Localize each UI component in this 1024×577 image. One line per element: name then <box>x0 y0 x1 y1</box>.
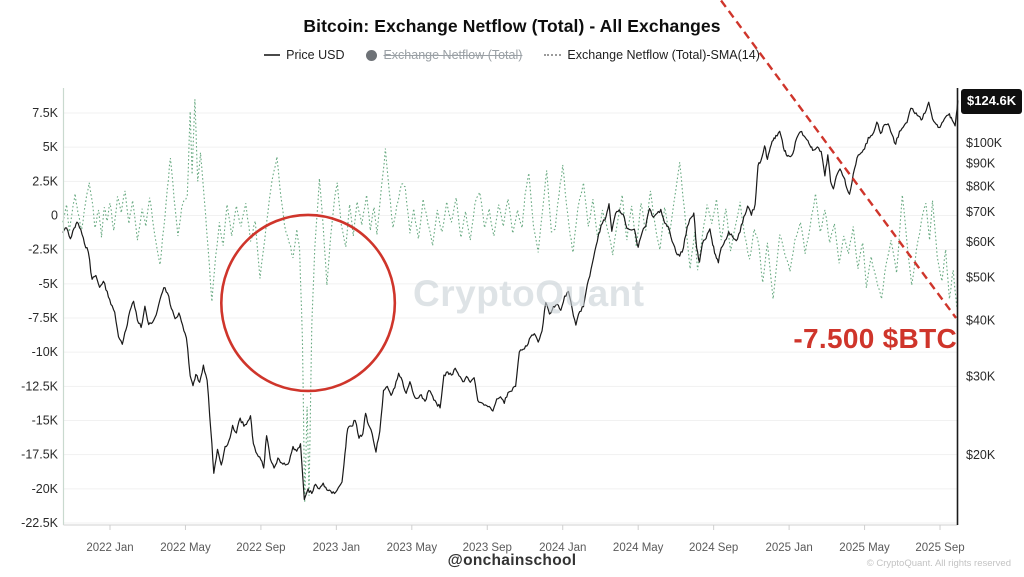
x-axis-tick-label: 2023 Sep <box>463 542 512 554</box>
footer-handle: @onchainschool <box>447 552 577 569</box>
x-axis-tick-label: 2022 May <box>160 542 211 554</box>
right-axis-tick-label: $100K <box>966 136 1003 150</box>
x-axis-tick-label: 2025 Sep <box>915 542 964 554</box>
left-axis-tick-label: 0 <box>51 208 58 222</box>
left-axis-tick-label: -10K <box>32 345 59 359</box>
x-axis-tick-label: 2024 May <box>613 542 664 554</box>
legend-item-sma[interactable]: Exchange Netflow (Total)-SMA(14) <box>544 48 760 62</box>
right-axis-tick-label: $50K <box>966 270 996 284</box>
right-axis-tick-label: $60K <box>966 235 996 249</box>
legend-label-netflow: Exchange Netflow (Total) <box>383 48 523 62</box>
x-axis-tick-label: 2022 Sep <box>236 542 285 554</box>
threshold-annotation-label: -7.500 $BTC <box>793 323 957 354</box>
price-line-swatch-icon <box>264 54 281 56</box>
netflow-sma-line <box>62 99 958 503</box>
x-axis-tick-label: 2022 Jan <box>86 542 133 554</box>
right-axis-tick-label: $30K <box>966 369 996 383</box>
legend-label-price: Price USD <box>286 48 345 62</box>
left-axis-tick-label: -12.5K <box>21 379 58 393</box>
chart-legend: Price USD Exchange Netflow (Total) Excha… <box>0 48 1024 62</box>
right-axis-tick-label: $70K <box>966 205 996 219</box>
x-axis-tick-label: 2023 Jan <box>313 542 360 554</box>
left-axis-tick-label: -7.5K <box>28 311 59 325</box>
footer-copyright: © CryptoQuant. All rights reserved <box>866 558 1011 569</box>
right-axis-tick-label: $80K <box>966 179 996 193</box>
left-axis-tick-label: -17.5K <box>21 448 58 462</box>
left-axis-tick-label: 5K <box>43 140 59 154</box>
page-title: Bitcoin: Exchange Netflow (Total) - All … <box>303 16 721 36</box>
price-line <box>62 100 959 501</box>
right-axis-tick-label: $90K <box>966 156 996 170</box>
legend-item-netflow-disabled[interactable]: Exchange Netflow (Total) <box>366 48 522 62</box>
netflow-dot-swatch-icon <box>366 49 378 61</box>
legend-item-price[interactable]: Price USD <box>264 48 344 62</box>
legend-label-sma: Exchange Netflow (Total)-SMA(14) <box>567 48 760 62</box>
left-axis-tick-label: -22.5K <box>21 516 58 530</box>
x-axis-tick-label: 2024 Sep <box>689 542 738 554</box>
x-axis-tick-label: 2025 May <box>839 542 890 554</box>
cryptoquant-watermark: CryptoQuant <box>413 273 645 314</box>
left-axis-tick-label: 2.5K <box>32 174 58 188</box>
left-axis-tick-label: 7.5K <box>32 106 58 120</box>
x-axis-tick-label: 2025 Jan <box>765 542 812 554</box>
left-axis-tick-label: -2.5K <box>28 243 59 257</box>
left-axis-tick-label: -20K <box>32 482 59 496</box>
sma-dotted-swatch-icon <box>544 54 562 56</box>
x-axis-tick-label: 2023 May <box>387 542 438 554</box>
right-axis-tick-label: $40K <box>966 314 996 328</box>
right-axis-tick-label: $20K <box>966 448 996 462</box>
current-price-badge: $124.6K <box>961 89 1023 114</box>
highlight-circle <box>219 213 397 393</box>
x-axis-tick-label: 2024 Jan <box>539 542 586 554</box>
threshold-line <box>719 0 958 319</box>
left-axis-tick-label: -5K <box>39 277 59 291</box>
left-axis-tick-label: -15K <box>32 414 59 428</box>
